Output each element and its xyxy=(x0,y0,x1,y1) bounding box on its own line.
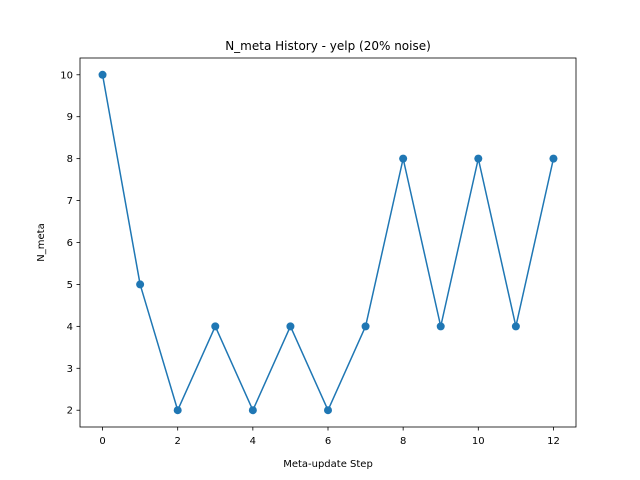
y-tick-label: 7 xyxy=(67,196,73,207)
data-point xyxy=(511,322,520,331)
x-tick-label: 0 xyxy=(99,436,105,447)
data-point xyxy=(98,70,107,79)
data-point xyxy=(436,322,445,331)
y-tick-label: 2 xyxy=(67,406,73,417)
x-axis-label: Meta-update Step xyxy=(283,459,373,470)
x-tick-label: 4 xyxy=(250,436,256,447)
x-tick-label: 8 xyxy=(400,436,406,447)
data-point xyxy=(549,154,558,163)
y-tick-label: 3 xyxy=(67,364,73,375)
y-tick-label: 10 xyxy=(60,70,73,81)
data-point xyxy=(361,322,370,331)
data-point xyxy=(136,280,145,289)
plot-area xyxy=(98,70,558,415)
x-axis-ticks: 0 2 4 6 8 10 12 xyxy=(99,427,560,447)
y-tick-label: 6 xyxy=(67,238,73,249)
y-axis-ticks: 2 3 4 5 6 7 8 9 10 xyxy=(60,70,80,417)
x-tick-label: 6 xyxy=(325,436,331,447)
x-tick-label: 10 xyxy=(472,436,485,447)
data-point xyxy=(324,406,332,415)
y-tick-label: 5 xyxy=(67,280,73,291)
y-tick-label: 9 xyxy=(67,112,73,123)
data-point xyxy=(474,154,483,163)
plot-frame xyxy=(79,57,577,428)
y-axis-label: N_meta xyxy=(36,223,47,261)
data-point xyxy=(173,406,182,415)
data-point xyxy=(286,322,295,331)
data-point xyxy=(248,406,257,415)
y-tick-label: 4 xyxy=(67,322,73,333)
data-point xyxy=(211,322,220,331)
x-tick-label: 2 xyxy=(175,436,181,447)
data-point xyxy=(399,154,408,163)
y-tick-label: 8 xyxy=(67,154,73,165)
x-tick-label: 12 xyxy=(547,436,560,447)
chart-title: N_meta History - yelp (20% noise) xyxy=(225,39,431,53)
